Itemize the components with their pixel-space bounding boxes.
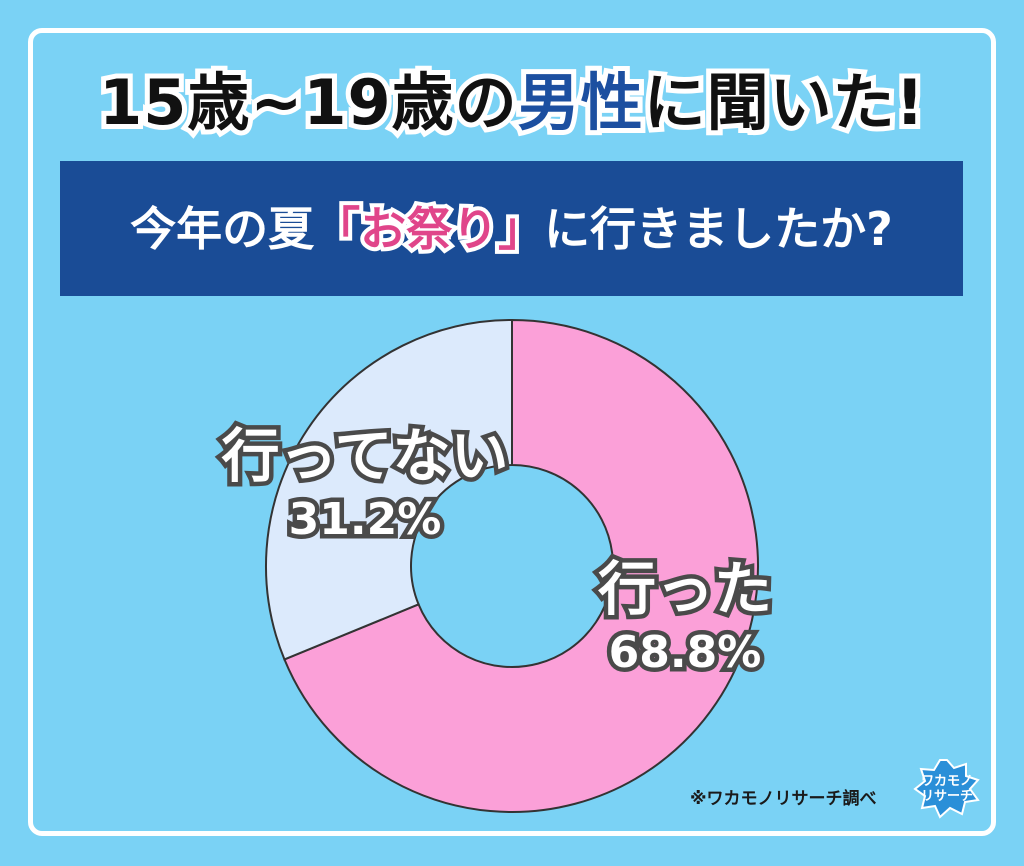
logo-line1: ワカモノ (921, 774, 973, 789)
label-not-attended: 行ってない 31.2% (200, 418, 530, 550)
label-attended: 行った 68.8% (580, 551, 790, 683)
source-credit: ※ワカモノリサーチ調べ (690, 789, 877, 809)
wakamono-research-logo-icon: ワカモノ リサーチ (913, 759, 980, 819)
page-title: 15歳~19歳の男性に聞いた! (28, 52, 996, 144)
question-after: に行きましたか? (544, 202, 893, 256)
label-not-attended-percent: 31.2% (284, 490, 446, 550)
title-accent: 男性 (513, 61, 648, 144)
title-part1: 15歳~19歳の (94, 61, 522, 144)
question-banner: 今年の夏「お祭り」に行きましたか? (60, 161, 963, 296)
label-not-attended-name: 行ってない (217, 418, 513, 495)
donut-slice-not-attended (265, 318, 513, 661)
label-attended-name: 行った (593, 551, 776, 628)
title-part2: に聞いた! (639, 61, 929, 144)
logo-line2: リサーチ (921, 789, 973, 804)
question-before: 今年の夏 (130, 202, 315, 256)
label-attended-percent: 68.8% (604, 623, 766, 683)
white-frame (28, 28, 996, 836)
question-highlight: 「お祭り」 (310, 198, 548, 260)
donut-slice-attended (283, 318, 759, 813)
